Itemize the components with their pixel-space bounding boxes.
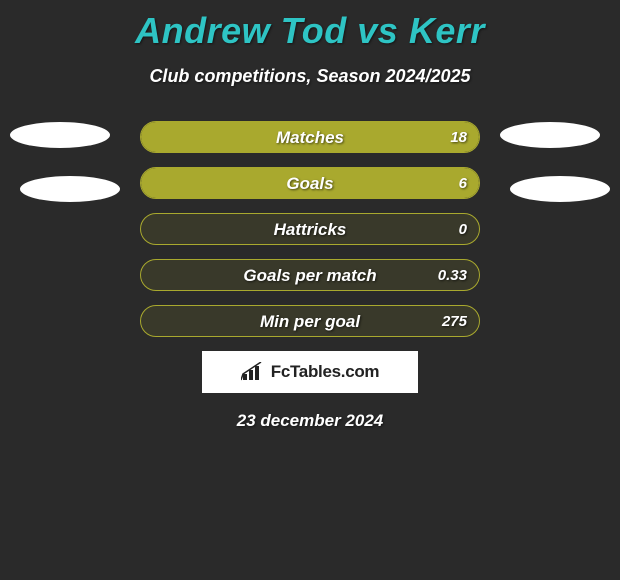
stat-value: 0.33 (438, 260, 467, 291)
stat-bar: Min per goal275 (140, 305, 480, 337)
stat-label: Hattricks (141, 214, 479, 245)
decorative-ellipse (20, 176, 120, 202)
stat-row: Goals per match0.33 (0, 259, 620, 291)
decorative-ellipse (500, 122, 600, 148)
stat-value: 275 (442, 306, 467, 337)
stat-bar: Goals6 (140, 167, 480, 199)
stat-bar: Matches18 (140, 121, 480, 153)
date-text: 23 december 2024 (0, 411, 620, 431)
chart-bars-icon (241, 362, 265, 382)
stat-bar-fill (141, 168, 479, 198)
stat-label: Goals per match (141, 260, 479, 291)
stat-bar-fill (141, 122, 479, 152)
stat-label: Min per goal (141, 306, 479, 337)
stat-row: Hattricks0 (0, 213, 620, 245)
stat-bar: Hattricks0 (140, 213, 480, 245)
site-logo: FcTables.com (202, 351, 418, 393)
logo-text: FcTables.com (271, 362, 380, 382)
decorative-ellipse (10, 122, 110, 148)
stats-area: Matches18 Goals6 Hattricks0 Goals per match… (0, 121, 620, 337)
decorative-ellipse (510, 176, 610, 202)
page-title: Andrew Tod vs Kerr (0, 0, 620, 52)
stat-bar: Goals per match0.33 (140, 259, 480, 291)
subtitle: Club competitions, Season 2024/2025 (0, 66, 620, 87)
stat-row: Min per goal275 (0, 305, 620, 337)
stat-value: 0 (459, 214, 467, 245)
